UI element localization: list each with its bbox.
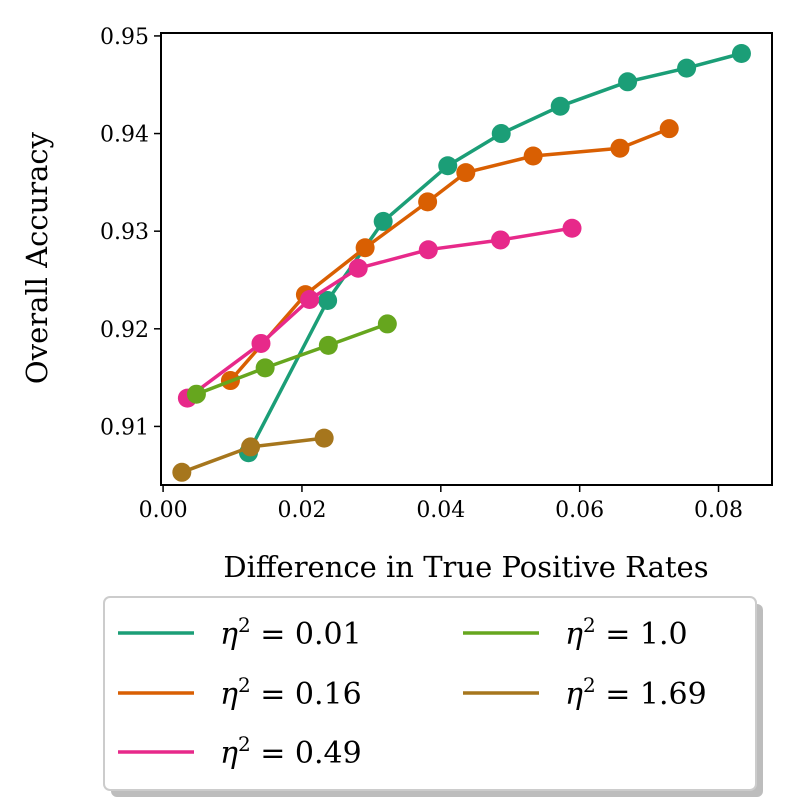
series-4 xyxy=(172,428,334,482)
data-point xyxy=(438,156,458,176)
data-point xyxy=(172,462,192,482)
y-tick-label: 0.94 xyxy=(100,123,149,148)
data-point xyxy=(456,163,476,183)
legend-item: η2 = 1.69 xyxy=(463,673,707,712)
series-line xyxy=(195,322,388,396)
data-point xyxy=(550,96,570,116)
plot-frame xyxy=(160,32,773,486)
legend-item: η2 = 0.01 xyxy=(118,613,362,652)
y-axis-label: Overall Accuracy xyxy=(20,131,54,384)
data-point xyxy=(491,230,511,250)
legend-label: η2 = 0.49 xyxy=(220,732,362,771)
data-point xyxy=(377,314,397,334)
x-axis-label: Difference in True Positive Rates xyxy=(223,550,708,584)
data-point xyxy=(731,44,751,64)
data-point xyxy=(562,218,582,238)
legend-frame xyxy=(103,596,757,791)
legend-label: η2 = 1.0 xyxy=(565,613,688,652)
data-point xyxy=(355,238,375,258)
legend-label: η2 = 0.01 xyxy=(220,613,362,652)
series-3 xyxy=(186,314,397,404)
series-layer xyxy=(172,44,751,482)
x-tick-label: 0.08 xyxy=(694,498,743,523)
series-1 xyxy=(220,119,679,391)
series-line xyxy=(246,51,742,454)
data-point xyxy=(255,358,275,378)
y-tick-label: 0.95 xyxy=(100,25,149,50)
data-point xyxy=(251,333,271,353)
y-axis-ticks: 0.91 0.92 0.93 0.94 0.95 xyxy=(100,25,161,440)
y-tick-label: 0.92 xyxy=(100,318,149,343)
axes: 0.00 0.02 0.04 0.06 0.08 0.910.920.930.940.9… xyxy=(100,25,773,523)
x-tick-label: 0.00 xyxy=(139,498,188,523)
data-point xyxy=(418,192,438,212)
data-point xyxy=(659,119,679,139)
data-point xyxy=(314,428,334,448)
legend-item: η2 = 0.49 xyxy=(118,732,362,771)
legend-item: η2 = 1.0 xyxy=(463,613,688,652)
legend-item: η2 = 0.16 xyxy=(118,673,362,712)
legend-label: η2 = 0.16 xyxy=(220,673,362,712)
y-tick-label: 0.93 xyxy=(100,220,149,245)
series-line xyxy=(229,127,670,382)
data-point xyxy=(241,437,261,457)
data-point xyxy=(523,146,543,166)
series-2 xyxy=(177,218,582,408)
x-axis-ticks: 0.00 0.02 0.04 0.06 0.08 xyxy=(139,485,743,523)
data-point xyxy=(491,124,511,144)
x-tick-label: 0.02 xyxy=(277,498,326,523)
x-tick-label: 0.06 xyxy=(555,498,604,523)
series-line xyxy=(186,226,573,400)
data-point xyxy=(418,240,438,260)
x-tick-label: 0.04 xyxy=(416,498,465,523)
data-point xyxy=(373,211,393,231)
data-point xyxy=(186,384,206,404)
legend-items: η2 = 0.01 η2 = 0.16 η2 = 0.49 η2 = 1.0 η2 = … xyxy=(118,613,707,771)
series-0 xyxy=(238,44,751,463)
data-point xyxy=(300,290,320,310)
data-point xyxy=(618,72,638,92)
legend-label: η2 = 1.69 xyxy=(565,673,707,712)
legend: η2 = 0.01 η2 = 0.16 η2 = 0.49 η2 = 1.0 η2 = … xyxy=(103,596,763,797)
y-tick-label: 0.91 xyxy=(100,415,149,440)
data-point xyxy=(610,138,630,158)
data-point xyxy=(677,58,697,78)
data-point xyxy=(318,290,338,310)
data-point xyxy=(348,258,368,278)
data-point xyxy=(318,335,338,355)
